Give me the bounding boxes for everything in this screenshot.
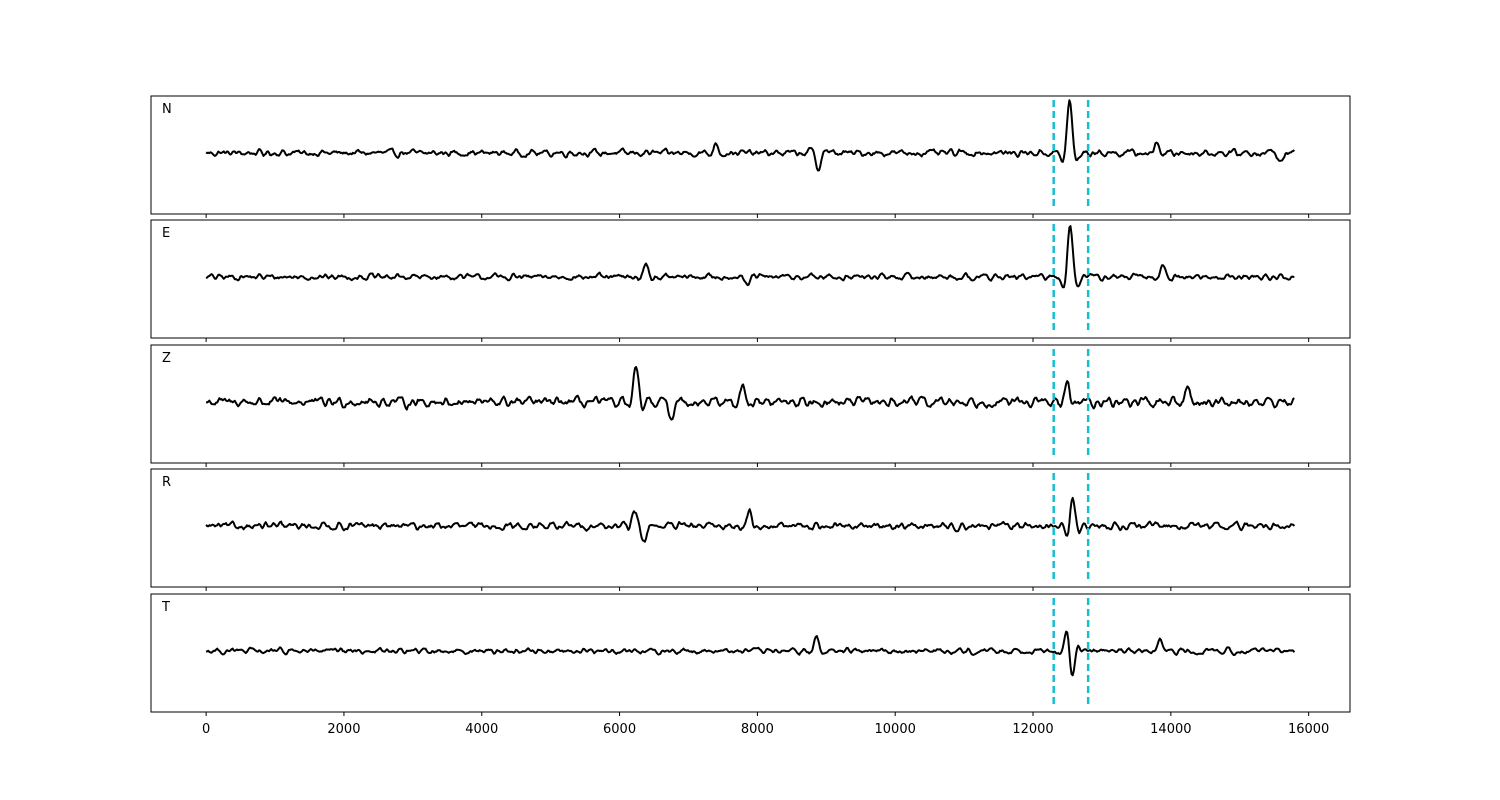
- x-tick-label: 2000: [327, 722, 360, 737]
- channel-label: R: [162, 475, 171, 490]
- panel-frame: [150, 593, 1351, 713]
- panel-frame: [150, 344, 1351, 464]
- waveform-trace-r: [205, 496, 1296, 543]
- channel-label: N: [162, 102, 172, 117]
- x-tick-label: 16000: [1288, 722, 1329, 737]
- panel-t: T: [150, 593, 1351, 716]
- x-tick-label: 8000: [741, 722, 774, 737]
- panel-e: E: [150, 219, 1351, 342]
- panel-z: Z: [150, 344, 1351, 467]
- panels-group: N E Z R T: [150, 95, 1351, 716]
- x-tick-label: 10000: [875, 722, 916, 737]
- panel-frame: [150, 468, 1351, 588]
- x-tick-label: 12000: [1012, 722, 1053, 737]
- panel-frame: [150, 95, 1351, 215]
- panel-frame: [150, 219, 1351, 339]
- channel-label: T: [161, 600, 170, 615]
- x-tick-label: 4000: [465, 722, 498, 737]
- x-tick-label: 6000: [603, 722, 636, 737]
- waveform-trace-t: [205, 630, 1296, 677]
- panel-r: R: [150, 468, 1351, 591]
- panel-n: N: [150, 95, 1351, 218]
- x-tick-label: 0: [202, 722, 210, 737]
- x-tick-label: 14000: [1150, 722, 1191, 737]
- waveform-trace-n: [205, 99, 1296, 172]
- channel-label: E: [162, 226, 170, 241]
- waveform-trace-e: [205, 225, 1295, 289]
- waveform-trace-z: [205, 366, 1295, 421]
- channel-label: Z: [162, 351, 171, 366]
- x-axis: 0 2000 4000 6000 8000 10000 12000 14000 16000: [202, 722, 1329, 737]
